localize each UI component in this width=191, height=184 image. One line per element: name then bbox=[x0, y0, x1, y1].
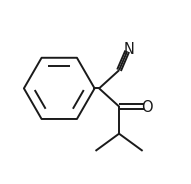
Text: O: O bbox=[141, 100, 153, 115]
Text: N: N bbox=[124, 42, 134, 57]
